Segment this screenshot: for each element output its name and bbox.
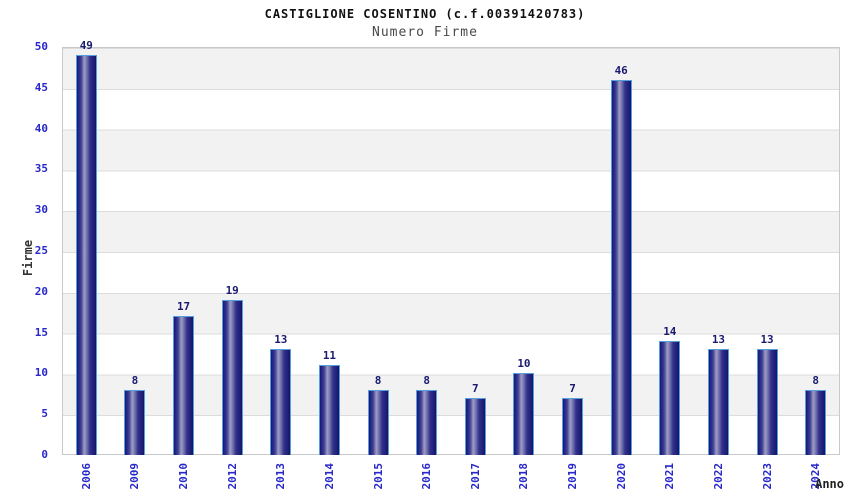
y-tick-label: 30 — [34, 203, 48, 217]
y-tick-label: 25 — [34, 244, 48, 257]
y-tick-label: 10 — [34, 366, 48, 380]
bar-2023 — [756, 348, 778, 455]
x-tick-label-2010: 2010 — [177, 463, 191, 490]
bar-2021 — [659, 340, 681, 455]
bar-value-label: 8 — [131, 373, 139, 387]
x-tick-label-2013: 2013 — [274, 463, 288, 490]
chart-title: CASTIGLIONE COSENTINO (c.f.00391420783) — [264, 7, 586, 21]
chart-subtitle: Numero Firme — [372, 25, 478, 40]
bar-2016 — [416, 389, 438, 455]
x-tick-label-2016: 2016 — [420, 463, 434, 490]
x-axis-title: Anno — [815, 477, 844, 491]
bar-value-label: 13 — [760, 332, 774, 346]
x-tick-label-2015: 2015 — [371, 463, 385, 490]
bar-2019 — [562, 397, 584, 455]
bar-value-label: 17 — [176, 300, 191, 314]
bar-value-label: 8 — [374, 373, 382, 387]
bar-value-label: 8 — [423, 373, 430, 387]
bar-value-label: 8 — [812, 373, 819, 387]
x-tick-label-2022: 2022 — [711, 463, 725, 490]
bar-value-label: 10 — [517, 357, 531, 371]
bar-2012 — [221, 299, 243, 455]
x-tick-label-2019: 2019 — [566, 463, 580, 490]
bar-2013 — [270, 348, 292, 455]
x-tick-label-2020: 2020 — [614, 463, 628, 490]
y-tick-label: 5 — [41, 407, 48, 421]
bar-2017 — [464, 397, 486, 455]
bar-2018 — [513, 373, 535, 455]
bar-value-label: 7 — [569, 381, 576, 395]
x-tick-label-2017: 2017 — [468, 463, 482, 490]
x-tick-label-2023: 2023 — [760, 463, 774, 490]
y-tick-label: 50 — [34, 40, 48, 53]
x-tick-label-2014: 2014 — [322, 463, 336, 490]
bar-2015 — [367, 389, 389, 455]
y-tick-label: 40 — [34, 121, 48, 135]
bar-value-label: 49 — [79, 39, 93, 53]
y-tick-label: 35 — [34, 162, 48, 176]
y-tick-label: 20 — [34, 284, 48, 298]
y-tick-label: 45 — [34, 80, 48, 94]
y-axis-title: Firme — [21, 239, 35, 277]
bar-2022 — [707, 348, 729, 455]
x-tick-label-2018: 2018 — [517, 463, 531, 490]
y-tick-label: 0 — [41, 448, 48, 461]
bar-value-label: 13 — [274, 332, 288, 346]
bar-value-label: 13 — [711, 332, 726, 346]
bar-2009 — [124, 389, 146, 455]
bar-2020 — [610, 79, 632, 455]
bar-2014 — [318, 365, 340, 455]
x-tick-label-2006: 2006 — [79, 463, 93, 490]
bar-2006 — [75, 55, 97, 455]
bar-value-label: 46 — [614, 63, 628, 77]
bar-2024 — [805, 389, 827, 455]
x-tick-label-2009: 2009 — [128, 463, 142, 490]
bar-2010 — [173, 316, 195, 455]
bar-value-label: 7 — [472, 381, 479, 395]
y-tick-label: 15 — [34, 325, 48, 339]
bar-value-label: 14 — [663, 324, 677, 338]
x-tick-label-2012: 2012 — [225, 463, 239, 490]
x-tick-label-2021: 2021 — [663, 463, 677, 490]
bar-value-label: 11 — [322, 349, 337, 363]
bar-value-label: 19 — [225, 283, 239, 297]
